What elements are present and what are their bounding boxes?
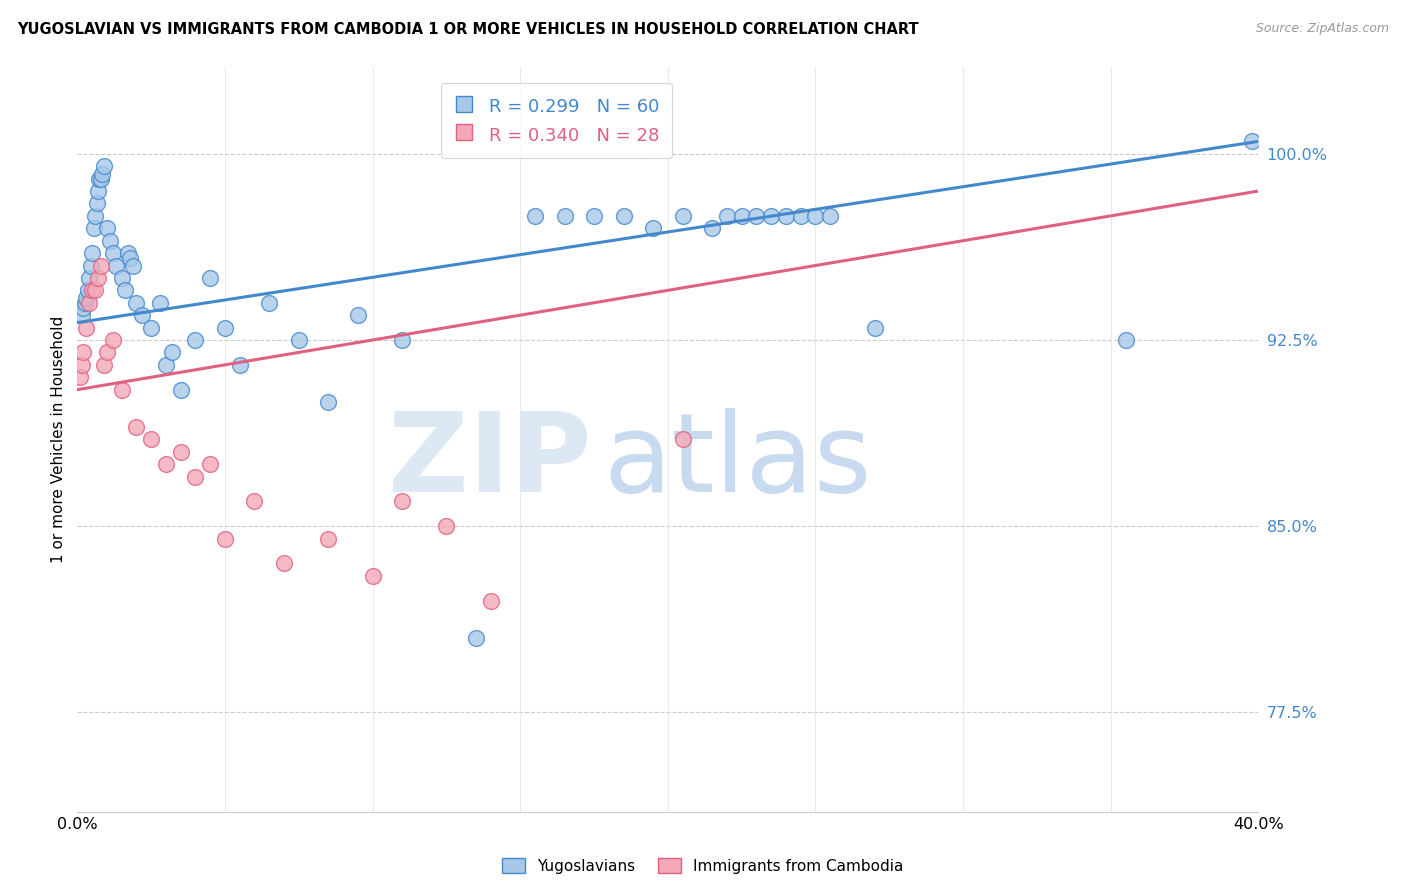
Point [125, 420, 148, 434]
Point [96, 221, 118, 235]
Point [200, 457, 222, 471]
Point [79, 259, 101, 273]
Point [82, 284, 104, 298]
Point [1115, 333, 1137, 347]
Point [672, 433, 695, 447]
Point [149, 295, 172, 310]
Point [745, 209, 768, 223]
Point [288, 333, 311, 347]
Point [120, 251, 142, 265]
Point [75, 320, 97, 334]
Point [104, 259, 127, 273]
Point [583, 209, 606, 223]
Point [361, 569, 384, 583]
Point [554, 209, 576, 223]
Point [228, 358, 252, 372]
Point [84, 209, 107, 223]
Point [72, 301, 94, 315]
Point [89, 171, 111, 186]
Point [72, 345, 94, 359]
Point [77, 271, 100, 285]
Point [87, 184, 110, 198]
Point [75, 291, 97, 305]
Point [170, 383, 193, 397]
Point [73, 295, 96, 310]
Text: atlas: atlas [603, 409, 872, 516]
Point [90, 171, 112, 186]
Point [702, 221, 724, 235]
Point [731, 209, 754, 223]
Point [77, 295, 100, 310]
Point [83, 221, 105, 235]
Point [141, 320, 163, 334]
Point [90, 259, 112, 273]
Point [716, 209, 738, 223]
Point [243, 494, 266, 508]
Point [101, 333, 124, 347]
Point [347, 308, 370, 322]
Text: ZIP: ZIP [388, 409, 591, 516]
Legend: R = 0.299   N = 60, R = 0.340   N = 28: R = 0.299 N = 60, R = 0.340 N = 28 [440, 83, 672, 158]
Point [70, 308, 93, 322]
Point [86, 196, 108, 211]
Y-axis label: 1 or more Vehicles in Household: 1 or more Vehicles in Household [51, 316, 66, 563]
Point [122, 259, 145, 273]
Point [613, 209, 636, 223]
Point [93, 159, 115, 173]
Point [84, 284, 107, 298]
Point [131, 308, 153, 322]
Point [318, 532, 340, 546]
Point [214, 532, 236, 546]
Point [863, 320, 886, 334]
Text: Source: ZipAtlas.com: Source: ZipAtlas.com [1256, 22, 1389, 36]
Point [160, 345, 183, 359]
Point [465, 631, 488, 645]
Point [111, 383, 132, 397]
Point [93, 358, 115, 372]
Point [273, 557, 295, 571]
Point [214, 320, 236, 334]
Point [184, 469, 207, 483]
Point [114, 284, 136, 298]
Point [76, 284, 98, 298]
Point [155, 457, 177, 471]
Point [200, 271, 222, 285]
Point [98, 234, 121, 248]
Point [155, 358, 177, 372]
Point [1241, 134, 1264, 148]
Point [125, 295, 148, 310]
Point [101, 246, 124, 260]
Point [184, 333, 207, 347]
Point [804, 209, 827, 223]
Point [170, 444, 193, 458]
Point [69, 370, 91, 384]
Point [391, 333, 413, 347]
Point [643, 221, 665, 235]
Point [479, 593, 502, 607]
Point [259, 295, 281, 310]
Point [761, 209, 783, 223]
Point [775, 209, 797, 223]
Point [96, 345, 118, 359]
Point [436, 519, 458, 533]
Point [790, 209, 813, 223]
Point [318, 395, 340, 409]
Point [672, 209, 695, 223]
Point [391, 494, 413, 508]
Point [70, 358, 93, 372]
Point [524, 209, 547, 223]
Point [111, 271, 132, 285]
Legend: Yugoslavians, Immigrants from Cambodia: Yugoslavians, Immigrants from Cambodia [496, 852, 910, 880]
Text: YUGOSLAVIAN VS IMMIGRANTS FROM CAMBODIA 1 OR MORE VEHICLES IN HOUSEHOLD CORRELAT: YUGOSLAVIAN VS IMMIGRANTS FROM CAMBODIA … [17, 22, 918, 37]
Point [87, 271, 110, 285]
Point [820, 209, 842, 223]
Point [141, 433, 163, 447]
Point [82, 246, 104, 260]
Point [91, 167, 114, 181]
Point [117, 246, 139, 260]
